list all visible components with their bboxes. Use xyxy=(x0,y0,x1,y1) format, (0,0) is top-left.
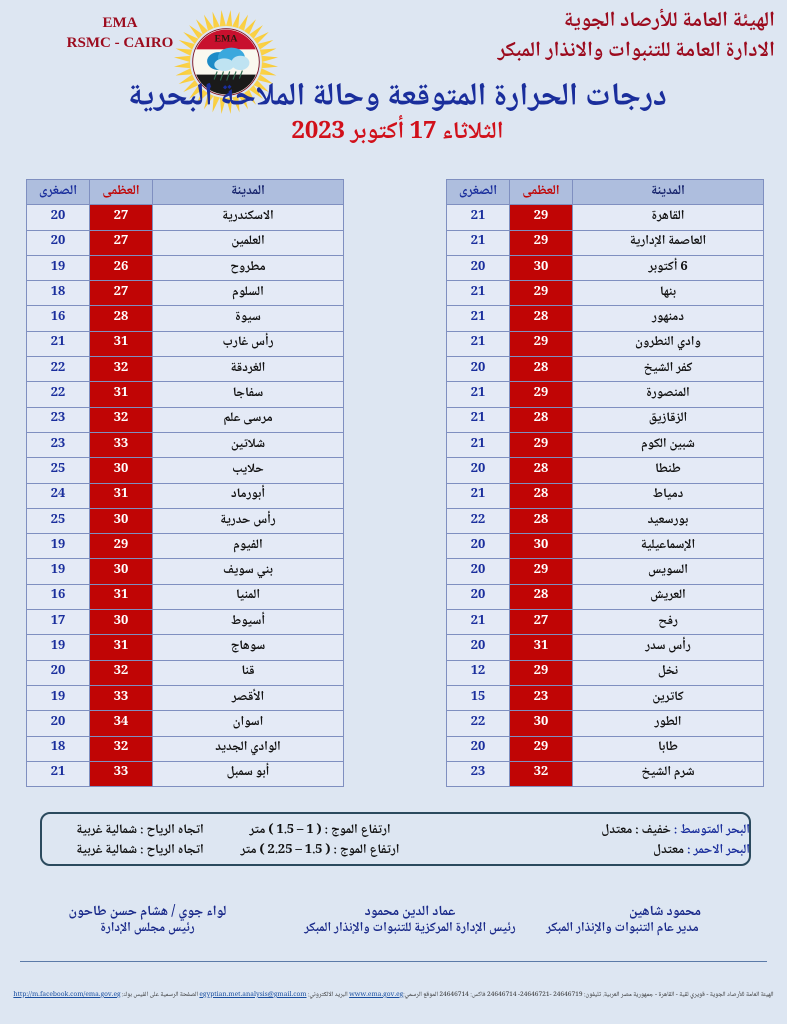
svg-text:EMA: EMA xyxy=(214,33,238,44)
